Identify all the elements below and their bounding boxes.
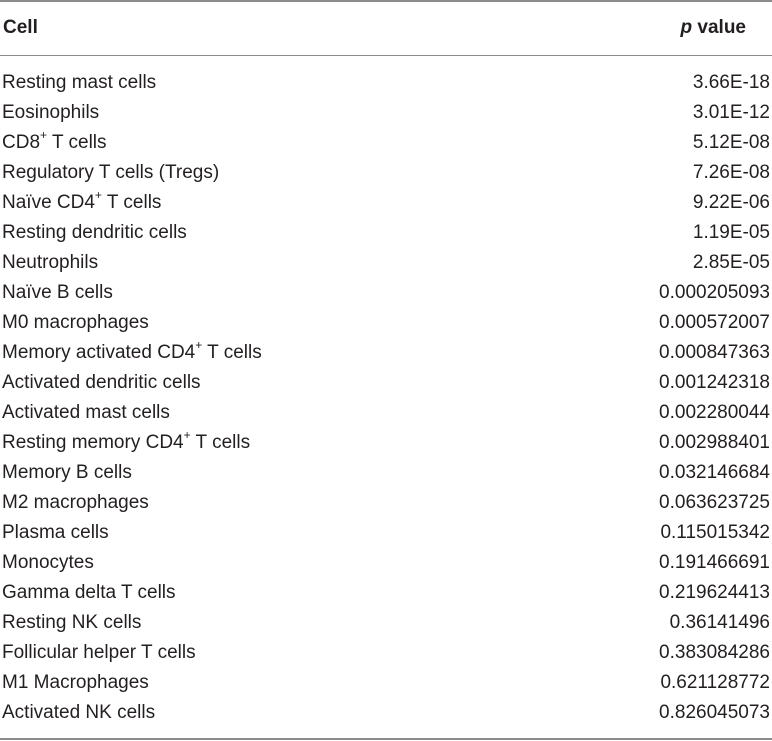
cell-name: Resting mast cells (2, 72, 157, 93)
cell-name: Eosinophils (2, 102, 100, 123)
table-row: Activated NK cells 0.826045073 (0, 698, 772, 728)
table-row: Activated mast cells 0.002280044 (0, 398, 772, 428)
p-value: 0.191466691 (659, 552, 770, 573)
table-row: M0 macrophages 0.000572007 (0, 308, 772, 338)
cell-name: Memory B cells (2, 462, 132, 483)
table-row: Resting mast cells 3.66E-18 (0, 68, 772, 98)
cell-name: Resting NK cells (2, 612, 142, 633)
p-value: 0.383084286 (659, 642, 770, 663)
p-value: 0.002988401 (659, 432, 770, 453)
p-value: 0.000847363 (659, 342, 770, 363)
table-row: Naïve CD4+ T cells 9.22E-06 (0, 188, 772, 218)
header-cell: Cell (3, 17, 38, 38)
cell-name: Resting memory CD4+ T cells (2, 427, 251, 453)
p-value: 0.621128772 (660, 672, 770, 693)
cell-name: M0 macrophages (2, 312, 149, 333)
cell-name: Naïve CD4+ T cells (2, 187, 162, 213)
header-p-rest: value (692, 17, 746, 38)
p-value: 0.826045073 (659, 702, 770, 723)
cell-name: Memory activated CD4+ T cells (2, 337, 262, 363)
cell-name: Neutrophils (2, 252, 99, 273)
table-row: Gamma delta T cells 0.219624413 (0, 578, 772, 608)
cell-name: CD8+ T cells (2, 127, 107, 153)
superscript: + (183, 427, 191, 442)
superscript: + (195, 337, 203, 352)
table-header: Cell p value (0, 2, 772, 55)
p-value: 3.66E-18 (692, 72, 770, 93)
cell-name: Resting dendritic cells (2, 222, 187, 243)
p-value: 0.115015342 (660, 522, 770, 543)
p-value: 0.063623725 (659, 492, 770, 513)
table-row: Follicular helper T cells 0.383084286 (0, 638, 772, 668)
table-row: Memory activated CD4+ T cells 0.000847363 (0, 338, 772, 368)
p-value: 0.219624413 (659, 582, 770, 603)
p-value: 0.032146684 (659, 462, 770, 483)
cell-name: Activated mast cells (2, 402, 170, 423)
table-row: Activated dendritic cells 0.001242318 (0, 368, 772, 398)
cell-name: Activated dendritic cells (2, 372, 201, 393)
top-rule (0, 0, 772, 2)
cell-name: Activated NK cells (2, 702, 156, 723)
table-row: CD8+ T cells 5.12E-08 (0, 128, 772, 158)
cell-name: M2 macrophages (2, 492, 149, 513)
bottom-rule (0, 738, 772, 740)
table-row: Memory B cells 0.032146684 (0, 458, 772, 488)
cell-name: Naïve B cells (2, 282, 113, 303)
table-row: Neutrophils 2.85E-05 (0, 248, 772, 278)
p-value: 7.26E-08 (692, 162, 770, 183)
superscript: + (40, 127, 48, 142)
table-body: Resting mast cells 3.66E-18 Eosinophils 3.0… (0, 68, 772, 728)
header-p-value: p value (681, 16, 746, 40)
table-row: M1 Macrophages 0.621128772 (0, 668, 772, 698)
p-value: 0.002280044 (659, 402, 770, 423)
p-value: 0.000572007 (659, 312, 770, 333)
superscript: + (94, 187, 102, 202)
cell-name: Monocytes (2, 552, 94, 573)
cell-name: Follicular helper T cells (2, 642, 196, 663)
header-rule (0, 55, 772, 56)
p-value: 5.12E-08 (692, 132, 770, 153)
table-row: Eosinophils 3.01E-12 (0, 98, 772, 128)
p-value: 0.000205093 (659, 282, 770, 303)
table-row: Plasma cells 0.115015342 (0, 518, 772, 548)
cell-name: Gamma delta T cells (2, 582, 176, 603)
table-row: Regulatory T cells (Tregs) 7.26E-08 (0, 158, 772, 188)
table-row: Naïve B cells 0.000205093 (0, 278, 772, 308)
p-value: 2.85E-05 (692, 252, 770, 273)
p-value: 0.36141496 (669, 612, 770, 633)
cell-name: Regulatory T cells (Tregs) (2, 162, 220, 183)
cell-name: Plasma cells (2, 522, 109, 543)
header-p-italic: p (680, 17, 693, 38)
p-value: 9.22E-06 (692, 192, 770, 213)
table-row: Resting NK cells 0.36141496 (0, 608, 772, 638)
p-value: 0.001242318 (659, 372, 770, 393)
p-value: 3.01E-12 (692, 102, 770, 123)
cell-name: M1 Macrophages (2, 672, 149, 693)
table-row: Resting memory CD4+ T cells 0.002988401 (0, 428, 772, 458)
table-row: M2 macrophages 0.063623725 (0, 488, 772, 518)
p-value: 1.19E-05 (692, 222, 770, 243)
table-row: Resting dendritic cells 1.19E-05 (0, 218, 772, 248)
table-row: Monocytes 0.191466691 (0, 548, 772, 578)
